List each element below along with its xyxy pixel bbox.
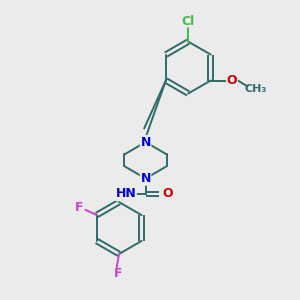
Text: HN: HN: [116, 188, 136, 200]
Text: O: O: [226, 74, 237, 87]
Text: Cl: Cl: [182, 15, 195, 28]
Text: N: N: [140, 136, 151, 148]
Text: CH₃: CH₃: [244, 84, 267, 94]
Text: F: F: [114, 268, 122, 281]
Text: O: O: [163, 188, 173, 200]
Text: F: F: [75, 201, 83, 214]
Text: N: N: [140, 172, 151, 185]
